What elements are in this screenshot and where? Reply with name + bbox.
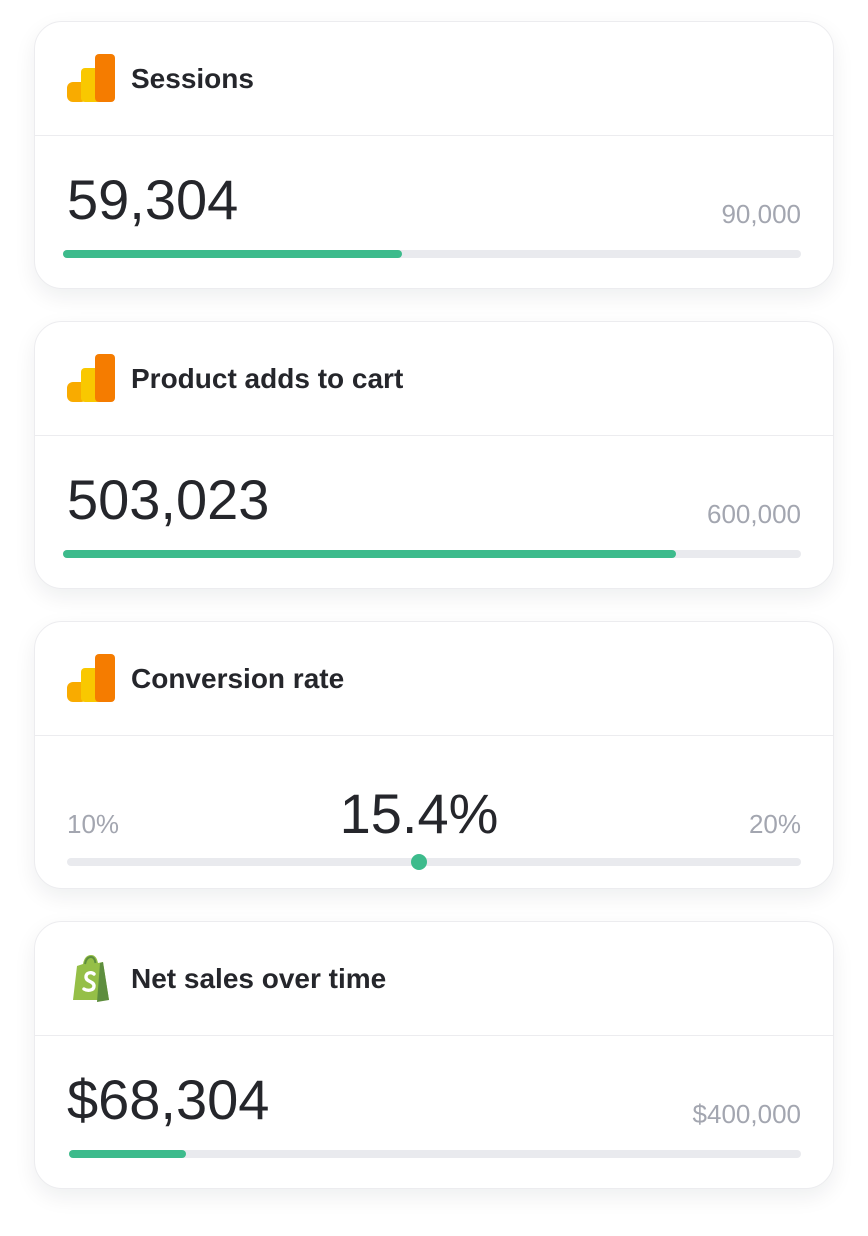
progress-bar xyxy=(69,1150,801,1158)
google-analytics-icon xyxy=(67,54,115,102)
google-analytics-icon xyxy=(67,654,115,702)
range-max-label: 20% xyxy=(748,809,801,839)
net-sales-card-body: $68,304 $400,000 xyxy=(35,1036,833,1188)
net-sales-card-header: Net sales over time xyxy=(35,922,833,1036)
sessions-card-header: Sessions xyxy=(35,22,833,136)
card-title: Conversion rate xyxy=(131,663,345,694)
conversion-rate-card-body: 10% 15.4% 20% xyxy=(35,736,833,888)
range-track xyxy=(67,854,801,870)
shopify-icon xyxy=(73,955,109,1002)
range-marker xyxy=(411,854,428,870)
card-title: Sessions xyxy=(131,63,254,94)
progress-bar xyxy=(63,550,801,558)
card-title: Product adds to cart xyxy=(131,363,404,394)
progress-fill xyxy=(69,1150,187,1158)
add-to-cart-card-header: Product adds to cart xyxy=(35,322,833,436)
google-analytics-icon xyxy=(67,354,115,402)
conversion-rate-card: Conversion rate 10% 15.4% 20% xyxy=(34,621,834,889)
sessions-card: Sessions 59,304 90,000 xyxy=(34,21,834,289)
progress-fill xyxy=(63,250,403,258)
metric-value: 503,023 xyxy=(67,468,270,531)
range-min-label: 10% xyxy=(67,809,120,839)
net-sales-card: Net sales over time $68,304 $400,000 xyxy=(34,921,834,1189)
add-to-cart-card: Product adds to cart 503,023 600,000 xyxy=(34,321,834,589)
add-to-cart-card-body: 503,023 600,000 xyxy=(35,436,833,588)
metric-value: 59,304 xyxy=(67,168,239,231)
metric-value: 15.4% xyxy=(339,782,499,845)
metric-target: 600,000 xyxy=(707,499,801,529)
metric-target: 90,000 xyxy=(721,199,801,229)
sessions-card-body: 59,304 90,000 xyxy=(35,136,833,288)
metric-target: $400,000 xyxy=(692,1099,801,1129)
progress-bar xyxy=(63,250,801,258)
progress-fill xyxy=(63,550,676,558)
card-title: Net sales over time xyxy=(131,963,387,994)
metric-value: $68,304 xyxy=(67,1068,270,1131)
conversion-rate-card-header: Conversion rate xyxy=(35,622,833,736)
